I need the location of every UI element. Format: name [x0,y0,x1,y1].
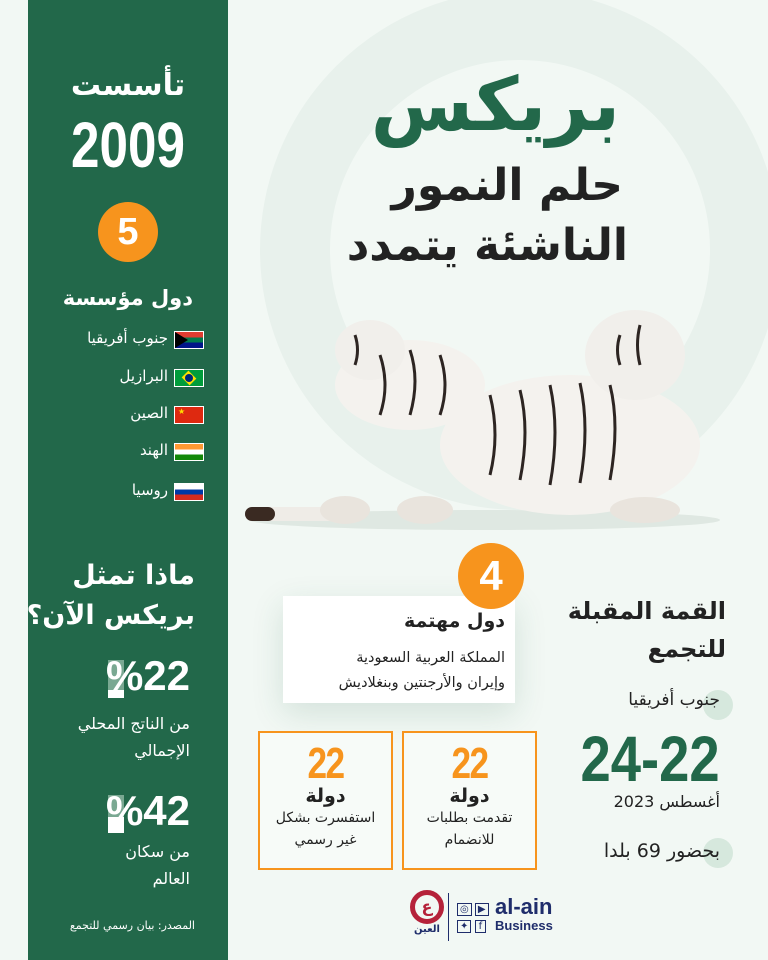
population-share-value: %42 [105,787,190,834]
white-tigers-image [245,310,720,530]
inquired-desc: استفسرت بشكل [275,810,376,826]
summit-location: جنوب أفريقيا [628,690,720,710]
al-ain-logo-icon: ع [410,890,444,924]
page-title: بريكس [370,62,620,148]
decorative-circle [703,690,733,720]
subtitle-line-2: الناشئة يتمدد [346,220,628,271]
applied-desc: تقدمت بطلبات [426,810,513,826]
population-share-label: من سكان العالم [125,842,190,888]
south-africa-flag-icon [174,331,204,349]
summit-month: أغسطس 2023 [613,792,720,811]
brand-wordmark: al-ain Business [495,894,553,934]
decorative-circle [703,838,733,868]
summit-attendance: بحضور 69 بلدا [603,840,720,862]
country-name: الصين [130,404,168,422]
question-heading: ماذا تمثل بريكس الآن؟ [26,560,195,631]
inquired-desc: غير رسمي [294,832,357,848]
youtube-icon: ▶ [474,903,489,916]
applied-unit: دولة [449,785,490,807]
country-name: جنوب أفريقيا [87,329,168,347]
gdp-share-value: %22 [105,652,190,699]
founders-label: دول مؤسسة [62,286,193,310]
country-name: روسيا [131,481,168,499]
twitter-icon: ✦ [457,920,472,933]
subtitle-line-1: حلم النمور [391,160,623,211]
interested-countries-card: دول مهتمة المملكة العربية السعودية وإيران… [283,596,515,703]
al-ain-logo: ع العين [402,890,452,945]
applied-count: 22 [451,739,490,788]
founded-year: 2009 [71,109,185,181]
interested-countries-list: المملكة العربية السعودية وإيران والأرجنتي… [338,650,505,691]
source-note: المصدر: بيان رسمي للتجمع [69,919,195,932]
sidebar-panel: تأسست 2009 5 دول مؤسسة جنوب أفريقيا البر… [26,0,228,960]
instagram-icon: ◎ [457,903,472,916]
divider [448,893,449,941]
gdp-share-bar [108,660,124,698]
applied-countries-box: 22 دولة تقدمت بطلبات للانضمام [402,731,537,870]
country-name: البرازيل [119,367,169,385]
india-flag-icon [174,443,204,461]
brazil-flag-icon [174,369,204,387]
interested-title: دول مهتمة [404,610,505,632]
applied-desc: للانضمام [444,832,495,848]
country-name: الهند [139,441,168,459]
facebook-icon: f [474,920,487,933]
inquired-unit: دولة [305,785,346,807]
gdp-share-label: من الناتج المحلي الإجمالي [77,714,190,760]
social-icons: ◎ ▶ ✦ f [457,901,489,935]
summit-heading: القمة المقبلة للتجمع [567,597,726,663]
population-share-bar [108,795,124,833]
founded-label: تأسست [70,68,186,103]
founders-count-badge: 5 [98,202,158,262]
inquired-countries-box: 22 دولة استفسرت بشكل غير رسمي [258,731,393,870]
interested-count-badge: 4 [458,543,524,609]
russia-flag-icon [174,483,204,501]
summit-dates: 24-22 [580,723,720,795]
china-flag-icon: ★ [174,406,204,424]
inquired-count: 22 [307,739,346,788]
